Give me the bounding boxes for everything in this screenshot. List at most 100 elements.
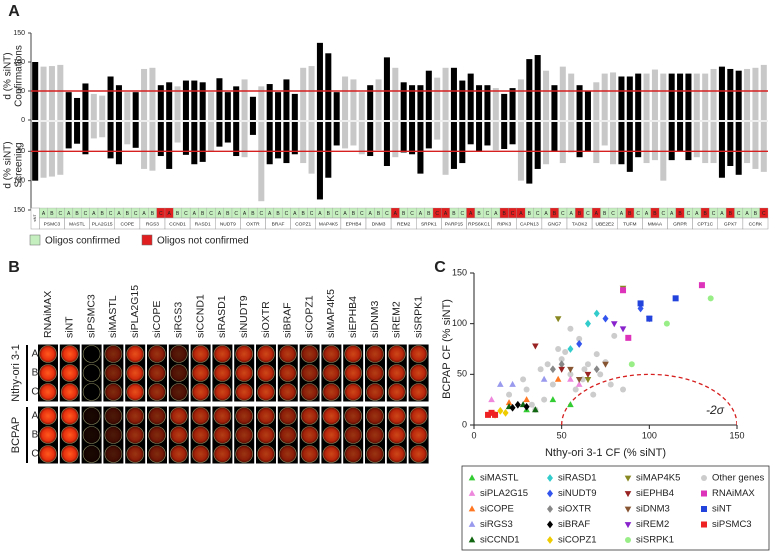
well-image [278,445,297,463]
bar-confirmation [367,85,374,120]
legend-swatch [141,234,153,246]
legend-marker [547,489,553,498]
well-image [213,407,232,425]
point [567,375,574,382]
oligo-label: C [662,211,666,217]
oligo-label: C [234,211,238,217]
gene-label: GRPR [673,221,687,227]
bar-screening [375,122,382,151]
legend-marker [624,491,632,498]
oligo-label: C [762,211,766,217]
point [584,319,591,328]
oligo-label: C [712,211,716,217]
bar-confirmation [710,68,717,120]
bar-screening [710,122,717,164]
x-tick-label: 50 [557,430,567,440]
bar-screening [693,122,700,158]
bar-screening [635,122,642,158]
gene-label: NUDT9 [220,221,236,227]
y-axis-label: d (% siNT) [3,52,14,99]
well-image [278,426,297,444]
bar-screening [610,122,617,165]
bar-screening [132,122,139,148]
well-image [257,345,275,363]
point [537,366,544,373]
oligo-label: B [126,211,130,217]
column-label: siRASD1 [216,295,228,338]
point [628,361,635,368]
bar-screening [241,122,248,158]
gene-label: PLA2G15 [92,221,113,227]
point [506,391,513,398]
y2-tick-label: 50 [17,148,25,155]
bar-screening [392,122,399,158]
panel-letter: B [8,259,20,276]
bar-confirmation [283,79,290,120]
well-image [322,364,341,382]
oligo-label: B [101,211,105,217]
well-image [39,345,57,363]
well-image [409,426,428,444]
well-image [170,364,188,382]
well-image [126,407,144,425]
legend-box [461,465,770,551]
oligo-label: C [109,211,113,217]
oligo-label: C [561,211,565,217]
legend-label: siPSMC3 [712,519,752,530]
bar-confirmation [643,73,650,120]
column-label: siDNM3 [369,301,381,338]
column-label: siBRAF [282,302,294,338]
bar-screening [216,122,223,147]
gene-label: DNM3 [372,221,386,227]
point [593,351,600,358]
gene-box [742,217,769,230]
bar-confirmation [534,55,541,120]
oligo-label: A [168,211,172,217]
gene-label: RGS3 [146,221,159,227]
gene-label: BRAF [272,221,285,227]
well-image [61,445,79,463]
row-label: B [32,368,39,379]
oligo-label: A [745,211,749,217]
well-image [148,426,166,444]
legend-label: siCOPZ1 [558,535,597,546]
point [554,375,562,382]
column-label: siCOPE [151,301,163,338]
well-image [366,383,384,401]
well-image [300,445,319,463]
column-label: RNAiMAX [42,291,54,338]
well-image [322,345,341,363]
y2-tick-label: 100 [13,178,25,185]
well-image [322,426,341,444]
oligo-label: B [653,211,657,217]
x-tick-label: 150 [729,430,744,440]
bar-screening [467,122,474,145]
bar-confirmation [476,85,483,120]
bar-confirmation [208,92,215,120]
well-image [235,445,253,463]
bar-screening [442,122,449,175]
well-image [344,364,363,382]
panel-letter: A [8,3,20,20]
well-image [191,426,210,444]
point [581,366,588,373]
well-image [213,345,232,363]
well-image [191,345,210,363]
point [549,396,557,403]
bar-confirmation [199,82,206,120]
well-image [39,364,57,382]
column-label: siPLA2G15 [129,285,141,338]
y-axis-label: Confirmations [14,45,25,107]
bar-confirmation [718,66,725,120]
well-image [61,426,79,444]
y-tick-label: 50 [457,369,467,379]
legend-marker [547,474,553,482]
bar-screening [316,122,323,200]
oligo-label: C [486,211,490,217]
bar-screening [258,122,265,202]
legend-label: siRGS3 [480,519,513,530]
well-image [300,426,319,444]
legend-marker [701,521,707,528]
y-tick-label: 150 [13,30,25,37]
